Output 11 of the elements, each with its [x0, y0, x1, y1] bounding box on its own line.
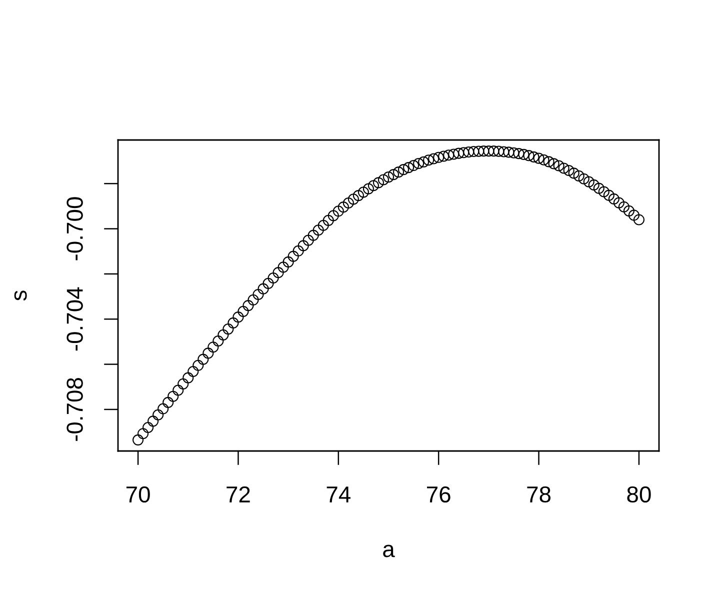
x-tick-label: 74: [326, 486, 350, 502]
x-tick-label: 78: [527, 486, 551, 503]
y-axis-title: s: [14, 290, 27, 301]
x-axis-title: a: [383, 544, 395, 558]
y-tick-label: -0.708: [66, 378, 83, 441]
y-tick-label: -0.704: [66, 287, 83, 351]
x-tick-label: 72: [226, 486, 250, 502]
y-tick-label: -0.700: [66, 197, 83, 260]
x-tick-label: 70: [126, 486, 150, 503]
x-tick-label: 76: [427, 486, 450, 503]
x-tick-label: 80: [627, 486, 651, 503]
